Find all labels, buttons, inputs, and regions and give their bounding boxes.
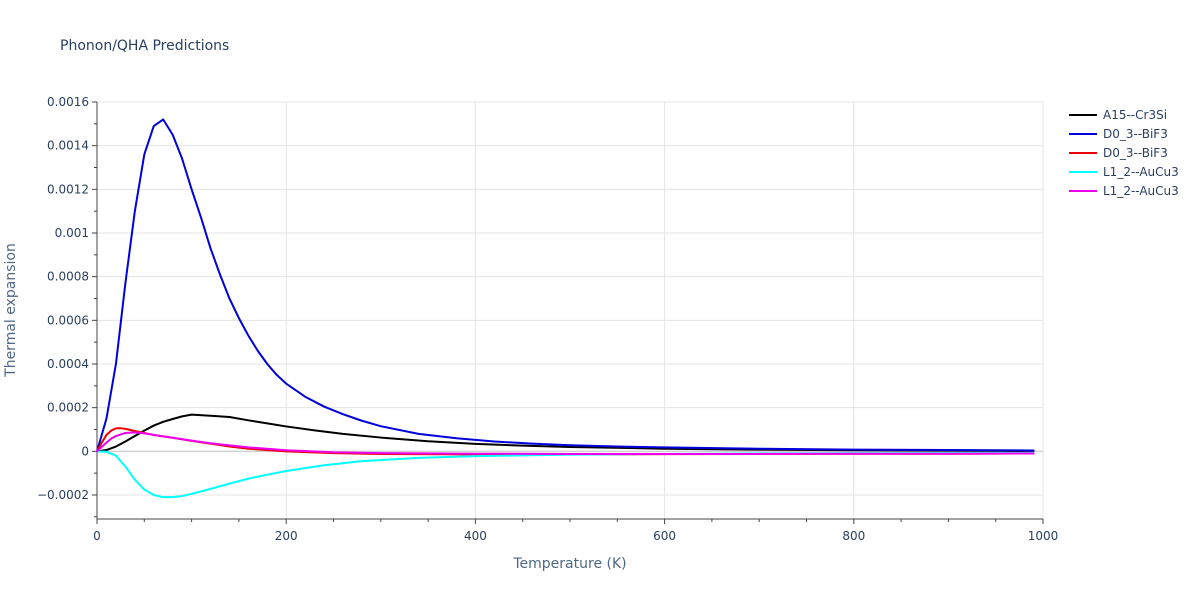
legend-item[interactable]: L1_2--AuCu3 bbox=[1069, 184, 1179, 198]
y-tick-label: 0.001 bbox=[55, 226, 89, 240]
legend-item[interactable]: D0_3--BiF3 bbox=[1069, 127, 1168, 141]
legend-label: L1_2--AuCu3 bbox=[1103, 184, 1179, 198]
y-tick-label: 0.0002 bbox=[47, 401, 89, 415]
x-tick-label: 600 bbox=[653, 529, 676, 543]
y-tick-label: 0 bbox=[81, 444, 89, 458]
x-tick-label: 0 bbox=[93, 529, 101, 543]
legend-label: D0_3--BiF3 bbox=[1103, 146, 1168, 160]
y-tick-label: 0.0008 bbox=[47, 270, 89, 284]
series-line-2[interactable] bbox=[96, 118, 1035, 453]
y-tick-label: 0.0014 bbox=[47, 139, 89, 153]
legend-item[interactable]: D0_3--BiF3 bbox=[1069, 146, 1168, 160]
x-tick-label: 800 bbox=[842, 529, 865, 543]
x-tick-label: 200 bbox=[275, 529, 298, 543]
legend-item[interactable]: A15--Cr3Si bbox=[1069, 108, 1167, 122]
legend-label: A15--Cr3Si bbox=[1103, 108, 1167, 122]
y-tick-label: 0.0016 bbox=[47, 95, 89, 109]
legend-item[interactable]: L1_2--AuCu3 bbox=[1069, 165, 1179, 179]
y-tick-label: 0.0012 bbox=[47, 182, 89, 196]
y-tick-label: 0.0004 bbox=[47, 357, 89, 371]
y-tick-label: −0.0002 bbox=[37, 488, 89, 502]
legend-label: D0_3--BiF3 bbox=[1103, 127, 1168, 141]
y-tick-label: 0.0006 bbox=[47, 313, 89, 327]
series-lines bbox=[96, 118, 1035, 499]
y-axis-title: Thermal expansion bbox=[3, 243, 19, 378]
x-axis-title: Temperature (K) bbox=[512, 556, 626, 572]
x-tick-label: 1000 bbox=[1028, 529, 1059, 543]
legend-label: L1_2--AuCu3 bbox=[1103, 165, 1179, 179]
chart-title: Phonon/QHA Predictions bbox=[60, 38, 229, 54]
legend[interactable]: A15--Cr3Si D0_3--BiF3 D0_3--BiF3 L1_2--AuCu… bbox=[1069, 108, 1179, 198]
x-tick-label: 400 bbox=[464, 529, 487, 543]
series-line-5[interactable] bbox=[96, 431, 1035, 455]
